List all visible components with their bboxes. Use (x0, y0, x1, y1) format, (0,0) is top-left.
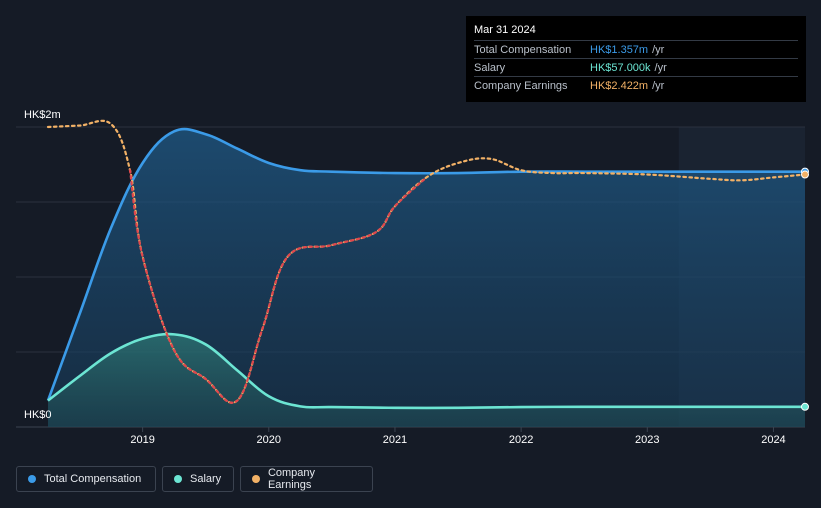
x-tick-label-2024: 2024 (761, 434, 785, 446)
salary-end-point (801, 402, 809, 411)
legend-label: Company Earnings (267, 467, 316, 491)
legend-dot-icon (252, 475, 260, 483)
legend-label: Salary (190, 473, 222, 485)
tooltip-row-salary: Salary HK$57.000k /yr (474, 58, 798, 76)
company-earnings-end-point (801, 170, 809, 179)
tooltip-total-value: HK$1.357m (590, 43, 649, 56)
legend-company-earnings[interactable]: Company Earnings (240, 466, 373, 492)
salary-line (47, 332, 805, 410)
legend-total-compensation[interactable]: Total Compensation (16, 466, 156, 492)
x-tick-label-2021: 2021 (383, 434, 407, 446)
legend-salary[interactable]: Salary (162, 466, 234, 492)
x-tick-label-2022: 2022 (509, 434, 533, 446)
tooltip-date: Mar 31 2024 (474, 24, 536, 36)
tooltip-earnings-unit: /yr (652, 79, 665, 92)
legend-label: Total Compensation (44, 473, 142, 485)
y-axis-min-label: HK$0 (24, 409, 52, 421)
series-areas (48, 129, 805, 428)
company-earnings-decline-line (128, 169, 428, 404)
tooltip-earnings-value: HK$2.422m (590, 79, 649, 92)
x-axis-ticks: 2019 2020 2021 2022 2023 2024 (130, 427, 786, 446)
tooltip-salary-unit: /yr (654, 61, 667, 74)
series-lines (46, 119, 807, 410)
x-tick-label-2023: 2023 (635, 434, 659, 446)
tooltip-earnings-label: Company Earnings (474, 79, 568, 92)
tooltip-panel: Mar 31 2024 Total Compensation HK$1.357m… (466, 16, 806, 102)
tooltip-row-earnings: Company Earnings HK$2.422m /yr (474, 76, 798, 94)
salary-area (48, 334, 805, 427)
series-markers (801, 167, 809, 411)
tooltip-salary-value: HK$57.000k (590, 61, 651, 74)
tooltip-row-total: Total Compensation HK$1.357m /yr (474, 40, 798, 58)
x-tick-label-2020: 2020 (257, 434, 281, 446)
x-tick-label-2019: 2019 (130, 434, 154, 446)
tooltip-total-label: Total Compensation (474, 43, 572, 56)
tooltip-total-unit: /yr (652, 43, 665, 56)
total-compensation-line (46, 127, 805, 402)
total-compensation-area (48, 129, 805, 428)
legend-dot-icon (28, 475, 36, 483)
legend-dot-icon (174, 475, 182, 483)
y-axis-max-label: HK$2m (24, 109, 61, 121)
legend: Total Compensation Salary Company Earnin… (16, 466, 373, 492)
tooltip-salary-label: Salary (474, 61, 506, 74)
